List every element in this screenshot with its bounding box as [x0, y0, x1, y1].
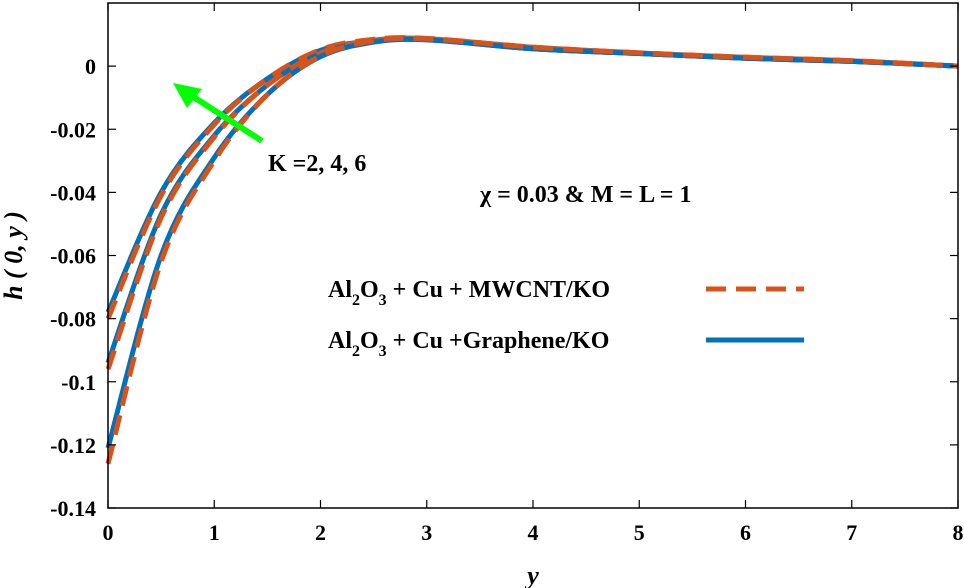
y-tick-label: -0.1	[61, 370, 96, 395]
series-curves	[105, 35, 959, 465]
legend-label-part: 3	[379, 343, 387, 360]
x-tick-label: 1	[209, 520, 220, 545]
legend-label-part: O	[360, 277, 379, 303]
x-tick-label: 4	[528, 520, 539, 545]
x-axis-title: y	[524, 561, 539, 588]
x-tick-label: 6	[740, 520, 751, 545]
legend-label-part: O	[360, 328, 379, 354]
arrow-head	[173, 83, 202, 108]
x-tick-label: 8	[953, 520, 964, 545]
x-tick-label: 5	[634, 520, 645, 545]
y-tick-label: -0.02	[50, 117, 96, 142]
legend-label-part: 2	[352, 292, 360, 309]
y-tick-label: -0.04	[50, 180, 96, 205]
y-tick-label: 0	[85, 54, 96, 79]
x-tick-label: 3	[421, 520, 432, 545]
legend-label-part: 3	[379, 292, 387, 309]
y-axis-title: h ( 0, y )	[0, 211, 28, 300]
y-tick-label: -0.14	[50, 496, 96, 521]
legend-label-part: Al	[328, 277, 352, 303]
plot-frame	[107, 2, 959, 509]
legend-label: Al2O3 + Cu + MWCNT/KO	[328, 277, 610, 309]
y-tick-label: -0.08	[50, 307, 96, 332]
x-tick-label: 0	[103, 520, 114, 545]
legend-label-part: Al	[328, 328, 352, 354]
arrow-label: K =2, 4, 6	[268, 151, 366, 177]
arrow-shaft	[190, 93, 264, 144]
x-tick-label: 2	[315, 520, 326, 545]
y-tick-label: -0.06	[50, 244, 96, 269]
y-ticks: 0 -0.02 -0.04 -0.06 -0.08 -0.1 -0.12 -0.14	[50, 54, 958, 521]
k-increase-arrow-icon	[173, 83, 264, 144]
series-line-graphene	[105, 36, 959, 314]
series-line-mwcnt	[105, 35, 959, 465]
x-tick-label: 7	[846, 520, 857, 545]
legend-label-part: + Cu + MWCNT/KO	[387, 277, 610, 303]
legend-label-part: 2	[352, 343, 360, 360]
legend-label-part: + Cu +Graphene/KO	[387, 328, 610, 354]
params-label: χ = 0.03 & M = L = 1	[479, 182, 691, 208]
y-tick-label: -0.12	[50, 433, 96, 458]
x-ticks: 0 1 2 3 4 5 6 7 8	[103, 3, 964, 545]
legend-label: Al2O3 + Cu +Graphene/KO	[328, 328, 609, 360]
